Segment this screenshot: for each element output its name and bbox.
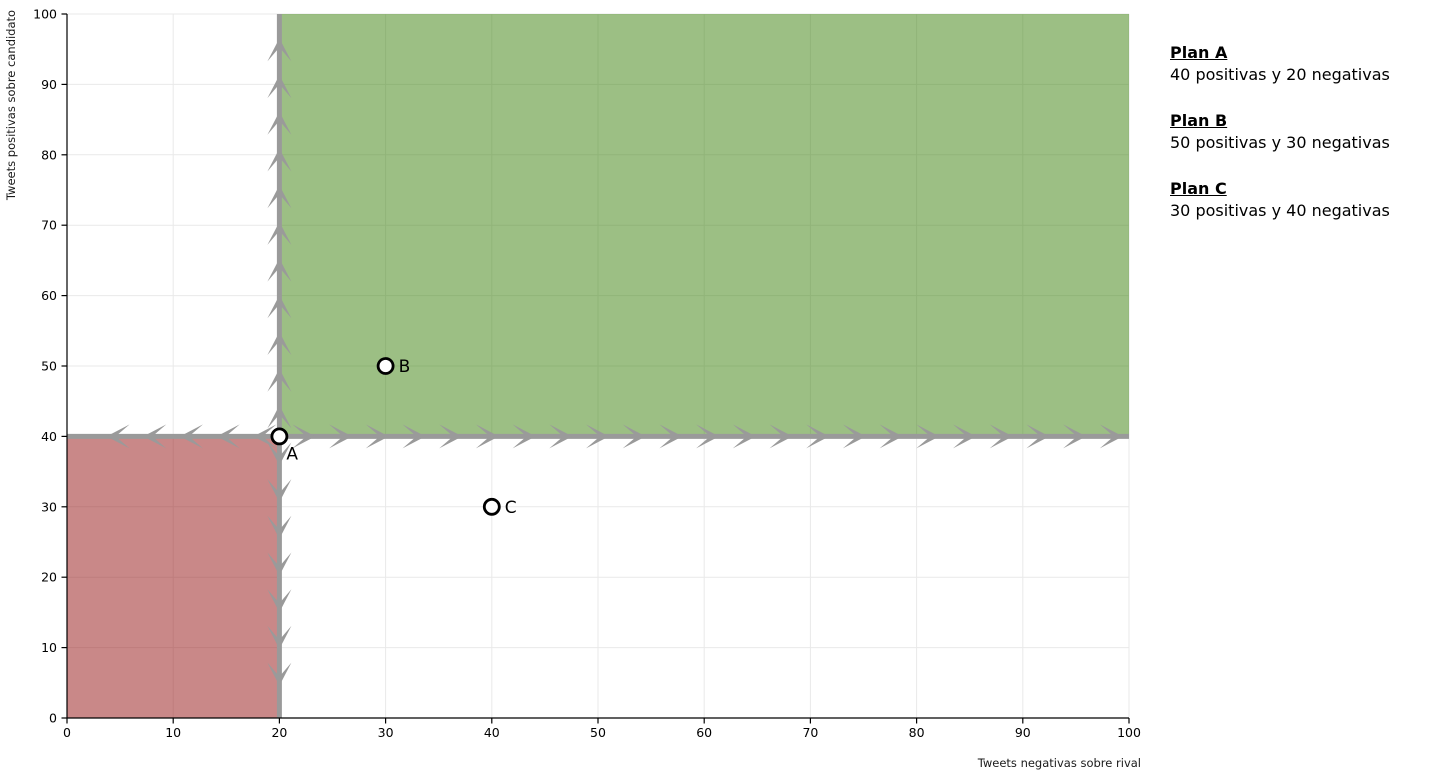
arrow-right-icon: [439, 424, 463, 449]
arrow-up-icon: [267, 405, 292, 429]
arrow-right-icon: [586, 424, 609, 449]
arrow-up-icon: [267, 148, 292, 172]
point-label-B: B: [399, 357, 411, 377]
legend-plan-c-detail: 30 positivas y 40 negativas: [1170, 201, 1390, 220]
arrow-right-icon: [879, 424, 903, 449]
arrow-up-icon: [267, 332, 292, 355]
legend-plan-a-title: Plan A: [1170, 43, 1228, 62]
arrow-up-icon: [267, 38, 292, 62]
x-axis-label: Tweets negativas sobre rival: [977, 756, 1141, 770]
legend-item-plan-c: Plan C 30 positivas y 40 negativas: [1170, 178, 1390, 222]
arrow-down-icon: [267, 552, 292, 576]
arrow-right-icon: [1099, 424, 1123, 449]
y-tick-label: 60: [41, 288, 57, 303]
x-tick-label: 40: [484, 725, 500, 740]
y-tick-label: 10: [41, 640, 57, 655]
arrow-right-icon: [512, 424, 536, 449]
arrow-down-icon: [267, 662, 292, 686]
legend: Plan A 40 positivas y 20 negativas Plan …: [1170, 42, 1390, 246]
arrow-down-icon: [267, 589, 292, 613]
arrow-up-icon: [267, 295, 292, 319]
legend-plan-c-title: Plan C: [1170, 179, 1227, 198]
arrow-up-icon: [267, 111, 292, 135]
y-tick-label: 100: [33, 7, 57, 22]
arrow-down-icon: [267, 515, 292, 539]
arrow-down-icon: [267, 625, 292, 649]
excluded-region: [67, 436, 280, 718]
arrow-right-icon: [1026, 424, 1050, 449]
arrow-right-icon: [842, 424, 866, 449]
y-tick-label: 30: [41, 499, 57, 514]
point-A[interactable]: [270, 427, 289, 446]
x-tick-label: 70: [802, 725, 818, 740]
x-tick-label: 100: [1117, 725, 1141, 740]
arrow-up-icon: [267, 258, 292, 282]
arrow-right-icon: [659, 424, 683, 449]
arrow-down-icon: [267, 479, 292, 503]
x-tick-label: 80: [909, 725, 925, 740]
arrow-right-icon: [806, 424, 830, 449]
arrow-right-icon: [549, 424, 573, 449]
y-tick-label: 20: [41, 570, 57, 585]
arrow-right-icon: [329, 424, 353, 449]
y-tick-label: 90: [41, 77, 57, 92]
x-tick-label: 50: [590, 725, 606, 740]
arrow-right-icon: [916, 424, 940, 449]
legend-item-plan-b: Plan B 50 positivas y 30 negativas: [1170, 110, 1390, 154]
arrow-down-icon: [267, 442, 292, 466]
x-tick-label: 0: [63, 725, 71, 740]
point-label-C: C: [505, 498, 517, 518]
arrow-right-icon: [989, 424, 1013, 449]
arrow-left-icon: [180, 424, 203, 449]
legend-item-plan-a: Plan A 40 positivas y 20 negativas: [1170, 42, 1390, 86]
legend-plan-b-title: Plan B: [1170, 111, 1228, 130]
point-B[interactable]: [376, 357, 395, 375]
y-tick-label: 70: [41, 218, 57, 233]
y-axis-label: Tweets positivas sobre candidato: [4, 10, 18, 201]
arrow-right-icon: [696, 424, 720, 449]
arrow-right-icon: [953, 424, 976, 449]
x-tick-label: 10: [165, 725, 181, 740]
x-tick-label: 90: [1015, 725, 1031, 740]
y-tick-label: 50: [41, 359, 57, 374]
arrow-up-icon: [267, 75, 292, 99]
arrow-up-icon: [267, 221, 292, 245]
arrow-right-icon: [475, 424, 499, 449]
y-tick-label: 0: [49, 711, 57, 726]
arrow-up-icon: [267, 368, 292, 392]
point-C[interactable]: [482, 497, 501, 516]
y-tick-label: 80: [41, 147, 57, 162]
arrow-left-icon: [216, 424, 240, 449]
arrow-right-icon: [769, 424, 793, 449]
plot-svg: 0 10 20 30 40 50 60 70 80 90 100 0 10 20 30 40 50 60 70 80 9…: [4, 7, 1141, 771]
arrow-up-icon: [267, 185, 292, 209]
point-label-A: A: [286, 444, 298, 464]
arrow-right-icon: [292, 424, 316, 449]
arrow-left-icon: [143, 424, 167, 449]
feasible-region: [279, 14, 1129, 437]
y-tick-label: 40: [41, 429, 57, 444]
arrow-right-icon: [402, 424, 426, 449]
arrow-left-icon: [106, 424, 130, 449]
legend-plan-b-detail: 50 positivas y 30 negativas: [1170, 133, 1390, 152]
x-tick-label: 60: [696, 725, 712, 740]
arrow-right-icon: [622, 424, 646, 449]
arrow-left-icon: [253, 424, 277, 449]
arrow-right-icon: [365, 424, 389, 449]
x-tick-label: 30: [378, 725, 394, 740]
arrow-right-icon: [1063, 424, 1087, 449]
x-tick-label: 20: [271, 725, 287, 740]
arrow-right-icon: [732, 424, 756, 449]
legend-plan-a-detail: 40 positivas y 20 negativas: [1170, 65, 1390, 84]
